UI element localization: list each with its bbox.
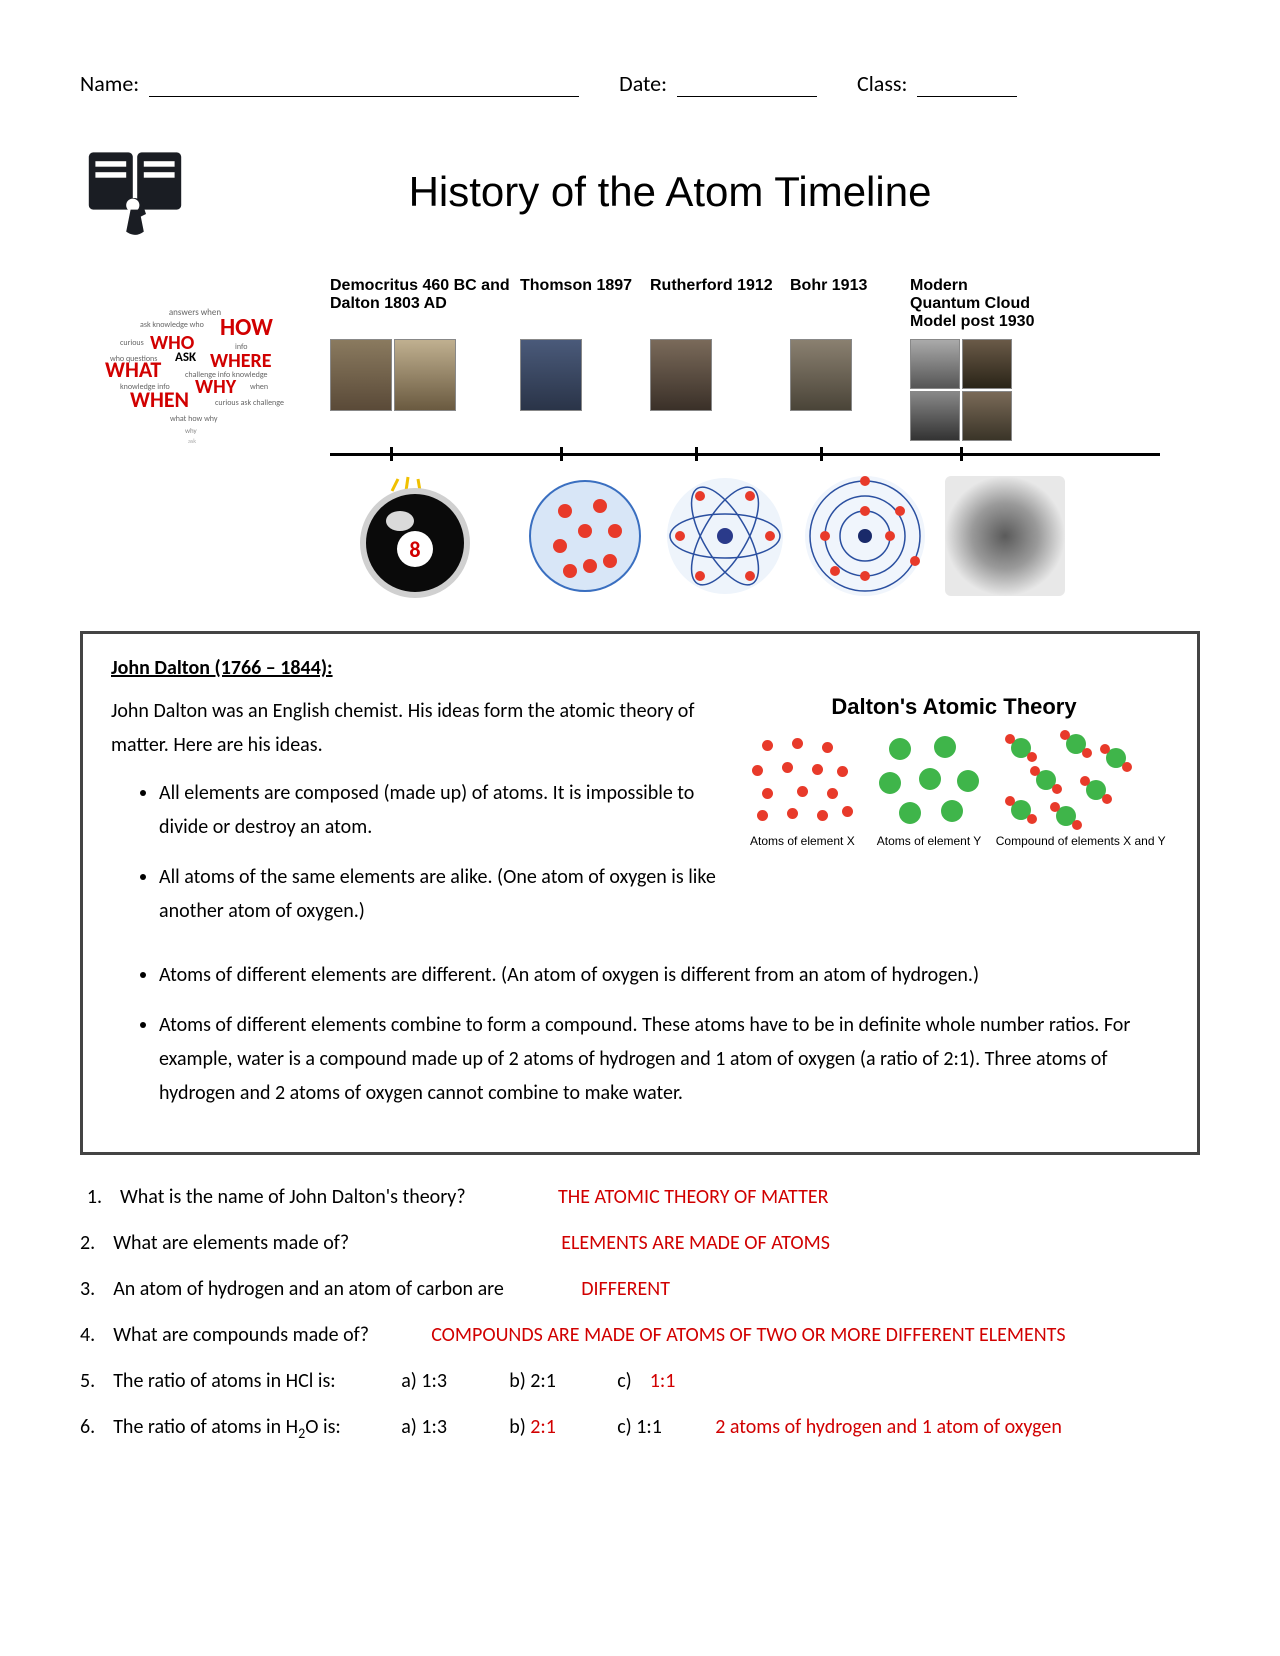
q6-note: 2 atoms of hydrogen and 1 atom of oxygen bbox=[715, 1415, 1062, 1439]
name-field[interactable] bbox=[149, 75, 579, 97]
question-2: 2. What are elements made of? ELEMENTS A… bbox=[80, 1231, 1200, 1255]
bullet-2: All atoms of the same elements are alike… bbox=[159, 860, 719, 928]
page-title: History of the Atom Timeline bbox=[220, 168, 1200, 216]
svg-text:WHAT: WHAT bbox=[105, 356, 161, 383]
question-3: 3. An atom of hydrogen and an atom of ca… bbox=[80, 1277, 1200, 1301]
class-field[interactable] bbox=[917, 75, 1017, 97]
portrait-scientist-3 bbox=[910, 391, 960, 441]
model-bohr-icon bbox=[800, 471, 930, 601]
q-answer: DIFFERENT bbox=[581, 1277, 670, 1301]
diagram-label-x: Atoms of element X bbox=[742, 834, 862, 848]
date-label: Date: bbox=[619, 70, 667, 97]
svg-text:what how why: what how why bbox=[170, 414, 218, 424]
svg-text:why: why bbox=[185, 426, 198, 435]
q-text: What are elements made of? bbox=[113, 1231, 543, 1255]
timeline-labels: Democritus 460 BC and Dalton 1803 AD Tho… bbox=[330, 277, 1200, 331]
svg-text:curious: curious bbox=[120, 338, 144, 348]
timeline-portraits bbox=[330, 339, 1200, 441]
bullet-4: Atoms of different elements combine to f… bbox=[159, 1008, 1169, 1110]
timeline-label-2: Thomson 1897 bbox=[520, 277, 650, 331]
timeline-axis bbox=[330, 447, 1200, 461]
q-answer: THE ATOMIC THEORY OF MATTER bbox=[558, 1185, 828, 1209]
model-plum-pudding-icon bbox=[520, 471, 650, 601]
q-number: 4. bbox=[80, 1323, 95, 1347]
question-4: 4. What are compounds made of? COMPOUNDS… bbox=[80, 1323, 1200, 1347]
svg-text:HOW: HOW bbox=[220, 313, 273, 342]
diagram-label-compound: Compound of elements X and Y bbox=[996, 834, 1166, 848]
portrait-thomson bbox=[520, 339, 582, 411]
portrait-dalton bbox=[394, 339, 456, 411]
q-text: The ratio of atoms in H2O is: bbox=[113, 1415, 383, 1442]
q-answer: ELEMENTS ARE MADE OF ATOMS bbox=[561, 1231, 830, 1255]
model-quantum-cloud-icon bbox=[940, 471, 1070, 601]
worksheet-header: Name: Date: Class: bbox=[80, 70, 1200, 97]
q-text: The ratio of atoms in HCl is: bbox=[113, 1369, 383, 1393]
q5-opt-b: b) 2:1 bbox=[509, 1369, 599, 1393]
svg-text:curious ask challenge: curious ask challenge bbox=[215, 398, 284, 408]
model-billiard-ball-icon: 8 bbox=[350, 471, 480, 601]
questions-list: 1. What is the name of John Dalton's the… bbox=[80, 1185, 1200, 1442]
q-number: 1. bbox=[80, 1185, 102, 1209]
bullet-1: All elements are composed (made up) of a… bbox=[159, 776, 719, 844]
svg-text:8: 8 bbox=[409, 536, 420, 563]
q6-opt-c: c) 1:1 bbox=[617, 1415, 697, 1439]
svg-text:WHY: WHY bbox=[195, 375, 237, 399]
question-6: 6. The ratio of atoms in H2O is: a) 1:3 … bbox=[80, 1415, 1200, 1442]
q5-opt-c: c) bbox=[617, 1369, 632, 1393]
portrait-scientist-4 bbox=[962, 391, 1012, 441]
timeline-label-4: Bohr 1913 bbox=[790, 277, 910, 331]
q-text: What are compounds made of? bbox=[113, 1323, 413, 1347]
timeline-section: answers when ask knowledge who HOW curio… bbox=[80, 277, 1200, 601]
date-field[interactable] bbox=[677, 75, 817, 97]
svg-text:WHEN: WHEN bbox=[130, 386, 189, 413]
portrait-rutherford bbox=[650, 339, 712, 411]
question-words-bubble-icon: answers when ask knowledge who HOW curio… bbox=[80, 277, 310, 467]
q-number: 2. bbox=[80, 1231, 95, 1255]
question-5: 5. The ratio of atoms in HCl is: a) 1:3 … bbox=[80, 1369, 1200, 1393]
q-number: 6. bbox=[80, 1415, 95, 1439]
svg-text:ask knowledge who: ask knowledge who bbox=[140, 320, 204, 330]
q-answer: COMPOUNDS ARE MADE OF ATOMS OF TWO OR MO… bbox=[431, 1323, 1065, 1347]
q5-opt-a: a) 1:3 bbox=[401, 1369, 491, 1393]
svg-text:answers when: answers when bbox=[169, 307, 222, 318]
q-text: What is the name of John Dalton's theory… bbox=[120, 1185, 540, 1209]
q-text: An atom of hydrogen and an atom of carbo… bbox=[113, 1277, 563, 1301]
svg-text:ASK: ASK bbox=[175, 350, 197, 365]
svg-text:ask: ask bbox=[188, 437, 196, 445]
name-label: Name: bbox=[80, 70, 139, 97]
class-label: Class: bbox=[857, 70, 907, 97]
svg-text:when: when bbox=[250, 382, 268, 392]
portrait-bohr bbox=[790, 339, 852, 411]
timeline: Democritus 460 BC and Dalton 1803 AD Tho… bbox=[330, 277, 1200, 601]
diagram-cell-x: Atoms of element X bbox=[742, 730, 862, 848]
diagram-label-y: Atoms of element Y bbox=[869, 834, 989, 848]
info-intro: John Dalton was an English chemist. His … bbox=[111, 694, 719, 762]
portrait-democritus bbox=[330, 339, 392, 411]
diagram-cell-compound: Compound of elements X and Y bbox=[996, 730, 1166, 848]
timeline-label-3: Rutherford 1912 bbox=[650, 277, 790, 331]
info-heading: John Dalton (1766 – 1844): bbox=[111, 656, 1169, 680]
bullet-3: Atoms of different elements are differen… bbox=[159, 958, 1169, 992]
q-number: 5. bbox=[80, 1369, 95, 1393]
dalton-info-box: John Dalton (1766 – 1844): John Dalton w… bbox=[80, 631, 1200, 1155]
portrait-scientist-2 bbox=[962, 339, 1012, 389]
timeline-models: 8 bbox=[330, 471, 1200, 601]
diagram-cell-y: Atoms of element Y bbox=[869, 730, 989, 848]
diagram-title: Dalton's Atomic Theory bbox=[739, 694, 1169, 720]
timeline-label-1: Democritus 460 BC and Dalton 1803 AD bbox=[330, 277, 520, 331]
dalton-theory-diagram: Dalton's Atomic Theory bbox=[739, 694, 1169, 944]
question-1: 1. What is the name of John Dalton's the… bbox=[80, 1185, 1200, 1209]
q5-answer: 1:1 bbox=[650, 1369, 676, 1393]
open-book-icon bbox=[80, 137, 190, 247]
portrait-einstein bbox=[910, 339, 960, 389]
title-row: History of the Atom Timeline bbox=[80, 137, 1200, 247]
q6-opt-b: b) 2:1 bbox=[509, 1415, 599, 1439]
q6-opt-a: a) 1:3 bbox=[401, 1415, 491, 1439]
model-rutherford-icon bbox=[660, 471, 790, 601]
timeline-label-5: Modern Quantum Cloud Model post 1930 bbox=[910, 277, 1040, 331]
q-number: 3. bbox=[80, 1277, 95, 1301]
